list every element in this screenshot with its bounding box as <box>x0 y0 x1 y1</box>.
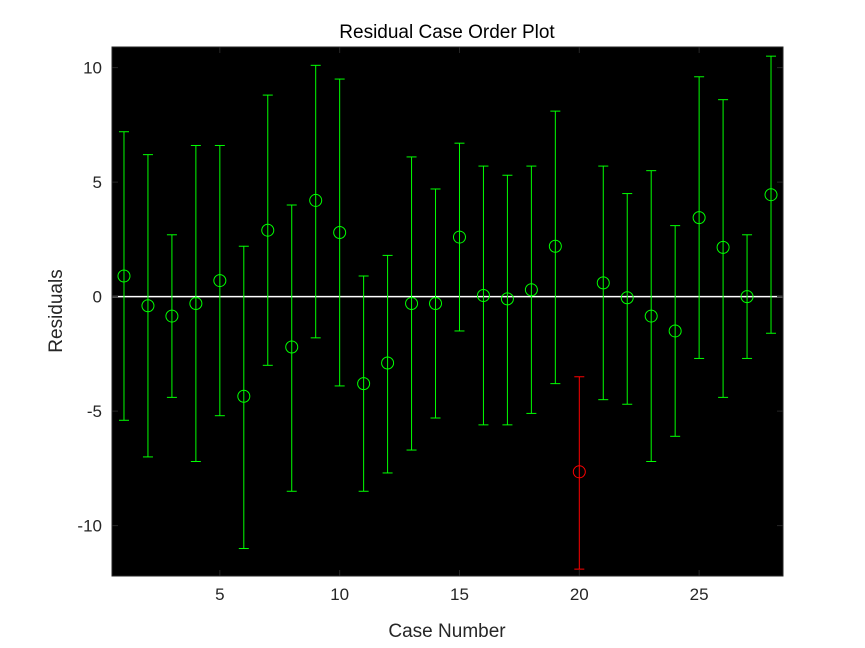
residual-point-marker <box>381 356 395 370</box>
residual-point-marker <box>165 309 179 323</box>
errorbar-case-28 <box>766 55 777 334</box>
residual-point-marker <box>620 291 634 305</box>
residual-point-marker <box>141 299 155 313</box>
residual-point-marker <box>213 274 227 288</box>
axes-frame <box>111 46 784 577</box>
x-tick-label: 5 <box>215 585 224 604</box>
errorbar-case-14 <box>430 188 441 419</box>
residual-point-marker <box>716 240 730 254</box>
y-axis-label: Residuals <box>46 269 67 352</box>
chart-title: Residual Case Order Plot <box>339 22 555 43</box>
errorbar-case-26 <box>718 99 729 398</box>
residual-point-marker <box>740 290 754 304</box>
errorbar-case-15 <box>454 142 465 332</box>
errorbar-case-1 <box>118 131 129 421</box>
errorbar-case-18 <box>526 165 537 414</box>
errorbar-case-16 <box>478 165 489 426</box>
errorbar-case-25 <box>694 76 705 359</box>
errorbar-case-6 <box>238 245 249 550</box>
x-tick-label: 10 <box>330 585 349 604</box>
residual-point-marker <box>189 296 203 310</box>
y-tick-label: -5 <box>87 402 102 421</box>
errorbar-layer <box>118 55 777 570</box>
residual-point-marker <box>596 276 610 290</box>
errorbar-case-10 <box>334 78 345 387</box>
residual-point-marker <box>237 389 251 403</box>
errorbar-case-8 <box>286 204 297 492</box>
x-tick-label: 20 <box>570 585 589 604</box>
errorbar-case-5 <box>214 144 225 417</box>
errorbar-case-20 <box>574 376 585 570</box>
y-tick-label: -10 <box>77 517 102 536</box>
y-tick-label: 5 <box>93 173 102 192</box>
errorbar-case-27 <box>742 234 753 359</box>
errorbar-case-23 <box>646 170 657 462</box>
errorbar-case-24 <box>670 225 681 437</box>
residual-point-marker <box>285 340 299 354</box>
errorbar-case-17 <box>502 174 513 426</box>
residual-point-marker <box>524 283 538 297</box>
marker-layer <box>117 188 778 479</box>
x-axis-label: Case Number <box>388 621 506 642</box>
errorbar-case-9 <box>310 64 321 339</box>
y-tick-label: 10 <box>83 59 102 78</box>
residual-point-marker <box>117 269 131 283</box>
residual-point-marker <box>644 309 658 323</box>
errorbar-case-11 <box>358 275 369 492</box>
residual-point-marker <box>405 296 419 310</box>
x-tick-label: 25 <box>690 585 709 604</box>
errorbar-case-2 <box>142 154 153 458</box>
x-ticks: 5 10 15 20 25 <box>215 47 709 604</box>
x-tick-label: 15 <box>450 585 469 604</box>
residual-point-marker <box>333 225 347 239</box>
residual-point-marker <box>692 211 706 225</box>
residual-point-marker <box>668 324 682 338</box>
residual-point-marker <box>548 239 562 253</box>
outlier-point-marker <box>572 465 586 479</box>
residual-point-marker <box>476 288 490 302</box>
errorbar-case-4 <box>190 144 201 462</box>
residual-point-marker <box>261 223 275 237</box>
errorbar-case-3 <box>166 234 177 398</box>
errorbar-case-19 <box>550 110 561 385</box>
residual-point-marker <box>357 377 371 391</box>
y-tick-label: 0 <box>93 288 102 307</box>
residual-point-marker <box>309 193 323 207</box>
y-ticks: -10 -5 0 5 10 <box>77 59 783 536</box>
errorbar-case-21 <box>598 165 609 401</box>
residual-point-marker <box>500 292 514 306</box>
errorbar-case-22 <box>622 193 633 405</box>
residual-point-marker <box>764 188 778 202</box>
plot-background <box>112 47 783 576</box>
errorbar-case-7 <box>262 94 273 366</box>
errorbar-case-12 <box>382 254 393 474</box>
errorbar-case-13 <box>406 156 417 451</box>
residual-point-marker <box>429 296 443 310</box>
residual-point-marker <box>452 230 466 244</box>
